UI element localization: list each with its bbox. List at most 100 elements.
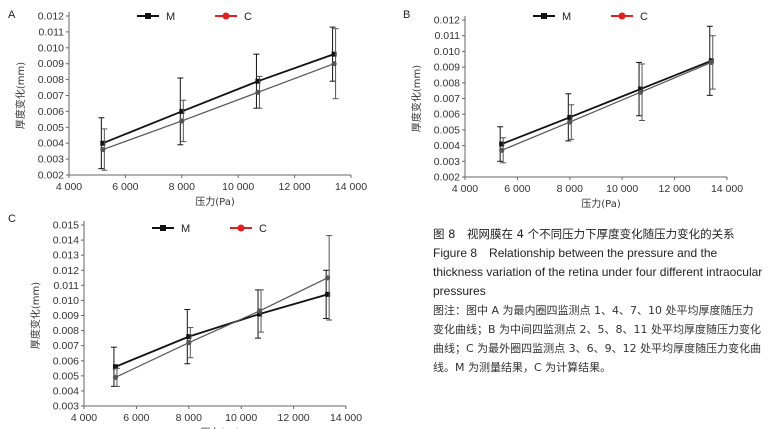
y-tick-label: 0.004 [53,385,79,397]
series-line-m [501,59,712,145]
y-tick-label: 0.008 [434,77,460,89]
data-point-c [179,118,185,124]
x-tick-label: 12 000 [279,181,311,193]
data-point-m [255,78,261,84]
x-tick-label: 6 000 [112,181,138,193]
x-tick-label: 10 000 [225,412,257,424]
x-axis-title: 压力(Pa) [200,426,240,429]
x-tick-label: 8 000 [169,181,195,193]
legend-label-m: M [562,11,571,23]
panel-letter: C [8,213,16,225]
data-point-c [331,61,337,67]
data-point-c [708,59,714,65]
y-tick-label: 0.005 [38,122,64,134]
data-point-c [325,275,331,281]
x-tick-label: 8 000 [557,183,583,195]
y-tick-label: 0.002 [38,170,64,182]
panel-letter: A [8,9,16,21]
chart-panel-a: A 0.002 0.003 0.004 0.005 0.006 0.007 0.008 0.00… [8,9,367,208]
legend-label-m: M [181,223,190,235]
y-tick-label: 0.003 [38,154,64,166]
y-tick-label: 0.011 [54,280,80,292]
y-axis-title: 厚度变化(mm) [29,282,42,349]
chart-panel-c: C 0.003 0.004 0.005 0.006 0.007 0.008 0.009 0.01… [8,213,362,429]
legend-marker-m [160,225,166,231]
data-point-c [637,89,644,95]
y-tick-label: 0.006 [38,106,64,118]
data-point-m [638,86,644,92]
legend-marker-c [618,12,626,20]
x-tick-label: 8 000 [176,412,202,424]
x-axis-title: 压力(Pa) [195,195,235,208]
legend-label-c: C [259,223,267,235]
y-axis-title: 厚度变化(mm) [14,62,27,129]
y-tick-label: 0.006 [53,355,79,367]
y-tick-label: 0.010 [434,46,460,58]
figure-caption: 图 8 视网膜在 4 个不同压力下厚度变化随压力变化的关系 Figure 8 R… [433,225,763,377]
x-tick-label: 14 000 [335,181,367,193]
series-line-c [501,61,712,151]
y-tick-label: 0.004 [38,138,64,150]
y-tick-label: 0.007 [38,90,64,102]
y-tick-label: 0.007 [53,340,79,352]
data-point-m [100,140,106,146]
data-point-c [112,374,119,380]
y-tick-label: 0.011 [39,26,65,38]
y-tick-label: 0.012 [38,11,64,23]
data-point-c [186,340,192,346]
caption-zh-title: 图 8 视网膜在 4 个不同压力下厚度变化随压力变化的关系 [433,227,735,241]
y-tick-label: 0.015 [53,220,79,232]
y-tick-label: 0.005 [53,370,79,382]
y-tick-label: 0.010 [53,295,79,307]
x-tick-label: 6 000 [504,183,530,195]
data-point-m [179,108,185,114]
series-line-m [102,53,335,145]
legend-label-c: C [640,11,648,23]
series-line-c [102,63,335,151]
x-tick-label: 6 000 [123,412,149,424]
y-tick-label: 0.013 [53,250,79,262]
x-tick-label: 10 000 [606,183,638,195]
x-tick-label: 4 000 [71,412,97,424]
data-point-m [331,51,337,57]
data-point-m [186,334,192,340]
y-tick-label: 0.003 [53,401,79,413]
y-tick-label: 0.002 [434,172,460,184]
x-tick-label: 12 000 [659,183,691,195]
series-line-m [115,293,328,368]
y-tick-label: 0.006 [434,109,460,121]
caption-en-title: Figure 8 Relationship between the pressu… [433,246,763,298]
y-tick-label: 0.011 [435,30,461,42]
data-point-m [257,311,263,317]
legend-marker-m [145,13,151,19]
data-point-c [499,147,505,153]
x-tick-label: 14 000 [711,183,743,195]
panel-letter: B [403,9,410,21]
data-point-c [567,119,573,125]
y-tick-label: 0.010 [38,42,64,54]
y-tick-label: 0.004 [434,140,460,152]
x-tick-label: 4 000 [452,183,478,195]
y-tick-label: 0.009 [53,310,79,322]
legend-marker-c [222,12,230,20]
legend-marker-c [237,224,245,232]
x-tick-label: 14 000 [330,412,362,424]
x-tick-label: 10 000 [222,181,254,193]
y-tick-label: 0.007 [434,93,460,105]
chart-panel-b: B 0.002 0.003 0.004 0.005 0.006 0.007 0.008 0.00… [403,9,743,210]
legend-label-m: M [166,11,175,23]
y-tick-label: 0.005 [434,124,460,136]
data-point-m [325,291,331,297]
y-axis-title: 厚度变化(mm) [410,65,423,132]
y-tick-label: 0.008 [53,325,79,337]
x-tick-label: 4 000 [56,181,82,193]
data-point-c [255,89,261,95]
data-point-m [567,114,573,120]
data-point-c [256,308,263,314]
y-tick-label: 0.008 [38,74,64,86]
x-tick-label: 12 000 [278,412,310,424]
legend-marker-m [541,13,547,19]
series-line-c [115,277,328,378]
data-point-c [100,146,106,153]
